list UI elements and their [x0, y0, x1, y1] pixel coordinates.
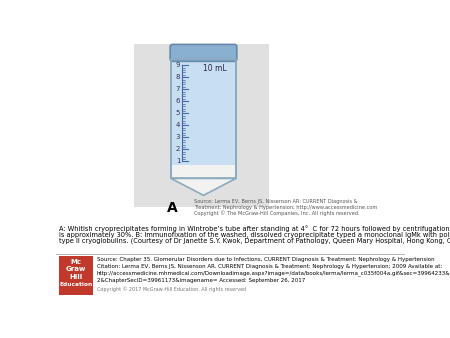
- Bar: [172, 165, 235, 178]
- Text: A: A: [167, 201, 178, 216]
- Text: http://accessmedicine.mhmedical.com/Downloadimage.aspx?image=/data/books/lerma/l: http://accessmedicine.mhmedical.com/Down…: [97, 271, 450, 276]
- Text: 2&ChapterSecID=39961173&imagename= Accessed: September 26, 2017: 2&ChapterSecID=39961173&imagename= Acces…: [97, 278, 305, 283]
- Text: Hill: Hill: [69, 274, 82, 280]
- Text: 2: 2: [176, 146, 180, 152]
- Text: 8: 8: [176, 74, 180, 80]
- Text: Copyright © The McGraw-Hill Companies, Inc. All rights reserved.: Copyright © The McGraw-Hill Companies, I…: [194, 210, 360, 216]
- Text: Citation: Lerma EV, Berns JS, Nissenson AR. CURRENT Diagnosis & Treatment: Nephr: Citation: Lerma EV, Berns JS, Nissenson …: [97, 264, 442, 269]
- Text: is approximately 30%. B: Immunofixation of the washed, dissolved cryoprecipitate: is approximately 30%. B: Immunofixation …: [59, 232, 450, 238]
- Text: 5: 5: [176, 110, 180, 116]
- FancyBboxPatch shape: [170, 44, 237, 62]
- Text: 4: 4: [176, 122, 180, 128]
- Text: Source: Chapter 35. Glomerular Disorders due to Infections, CURRENT Diagnosis & : Source: Chapter 35. Glomerular Disorders…: [97, 257, 434, 262]
- Bar: [171, 59, 236, 178]
- Text: 1: 1: [176, 159, 180, 165]
- Text: 7: 7: [176, 86, 180, 92]
- Bar: [58, 256, 93, 295]
- Text: Mc: Mc: [70, 259, 81, 265]
- Text: type II cryoglobulins. (Courtesy of Dr Janette S.Y. Kwok, Department of Patholog: type II cryoglobulins. (Courtesy of Dr J…: [59, 238, 450, 244]
- Bar: [134, 44, 270, 207]
- Text: Source: Lerma EV, Berns JS, Nissenson AR: CURRENT Diagnosis &: Source: Lerma EV, Berns JS, Nissenson AR…: [194, 199, 358, 204]
- Bar: [171, 59, 236, 178]
- Polygon shape: [171, 178, 236, 195]
- Text: A: Whitish cryoprecipitates forming in Wintrobe’s tube after standing at 4°  C f: A: Whitish cryoprecipitates forming in W…: [59, 225, 450, 232]
- Text: Education: Education: [59, 282, 92, 287]
- Text: 9: 9: [176, 62, 180, 68]
- Text: 6: 6: [176, 98, 180, 104]
- Text: Treatment: Nephrology & Hypertension; http://www.accessmedicine.com: Treatment: Nephrology & Hypertension; ht…: [194, 204, 378, 210]
- Text: Copyright © 2017 McGraw-Hill Education. All rights reserved: Copyright © 2017 McGraw-Hill Education. …: [97, 286, 246, 292]
- Text: 3: 3: [176, 135, 180, 140]
- Text: Graw: Graw: [65, 266, 86, 272]
- Text: 10 mL: 10 mL: [203, 64, 227, 73]
